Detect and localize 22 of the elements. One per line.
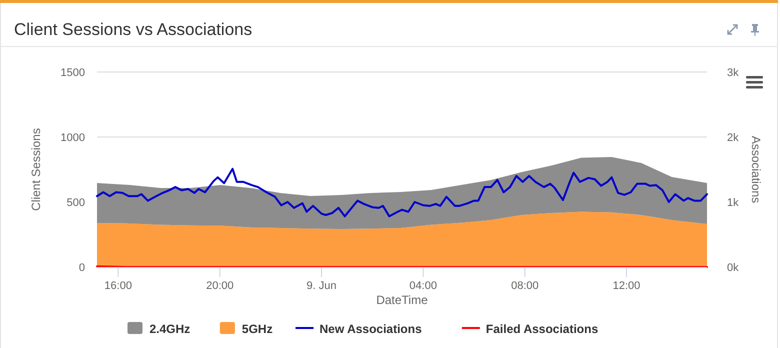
y2-tick-label: 1k: [727, 197, 740, 209]
x-tick-label: 20:00: [206, 280, 234, 292]
y-tick-label: 500: [66, 197, 85, 209]
x-tick-label: 9. Jun: [306, 280, 336, 292]
x-tick-label: 12:00: [612, 280, 640, 292]
x-tick-label: 08:00: [511, 280, 539, 292]
x-tick-label: 16:00: [104, 280, 132, 292]
legend-label: 5GHz: [242, 322, 273, 336]
chart-title: Client Sessions vs Associations: [14, 20, 252, 39]
x-tick-label: 04:00: [409, 280, 437, 292]
y2-axis-title: Associations: [749, 136, 763, 204]
legend-label: 2.4GHz: [150, 322, 190, 336]
y-tick-label: 0: [78, 262, 85, 274]
x-axis-title: DateTime: [376, 293, 428, 307]
legend-label: New Associations: [320, 322, 422, 336]
y-axis-title: Client Sessions: [29, 128, 43, 211]
legend-label: Failed Associations: [486, 322, 598, 336]
y2-tick-label: 0k: [727, 262, 740, 274]
y2-tick-label: 3k: [727, 67, 740, 79]
y2-tick-label: 2k: [727, 132, 740, 144]
y-tick-label: 1000: [60, 132, 85, 144]
y-tick-label: 1500: [60, 67, 85, 79]
